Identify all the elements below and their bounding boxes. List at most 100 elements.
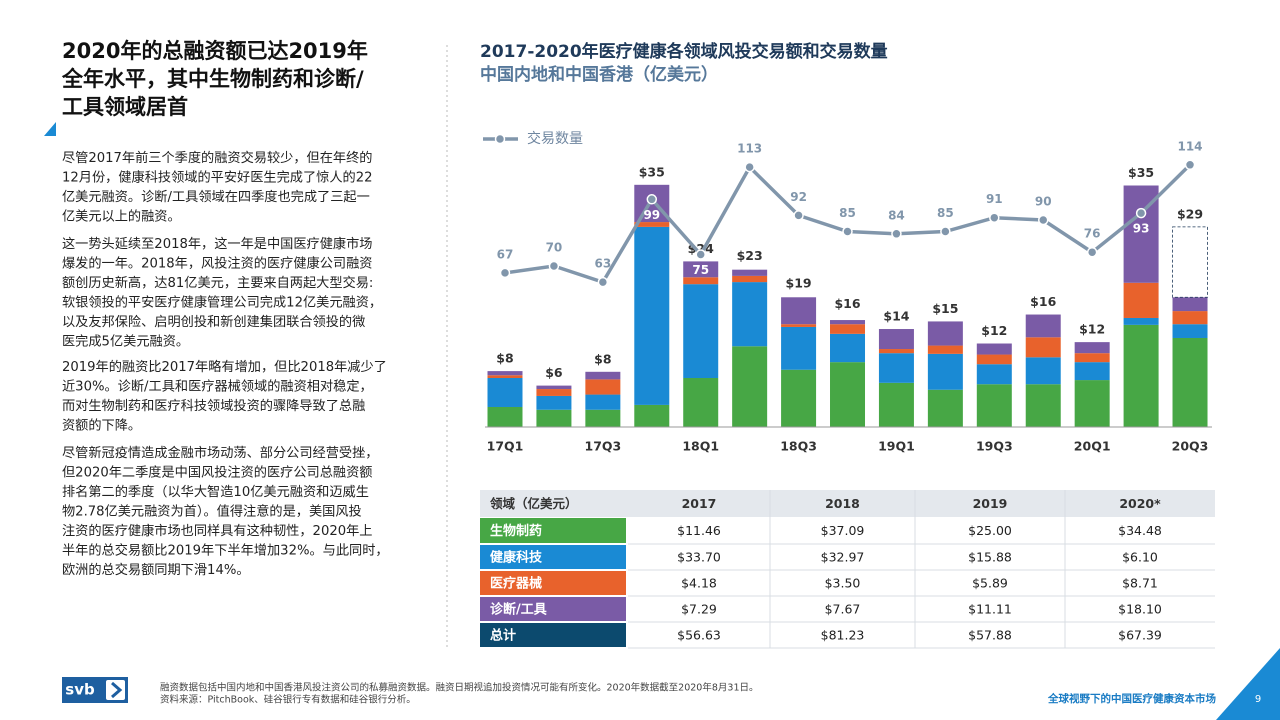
line-point <box>940 226 951 237</box>
paragraph-line: 医完成5亿美元融资。 <box>62 334 189 350</box>
bar-total-label: $35 <box>1128 165 1154 180</box>
table-header-bg <box>480 490 1215 517</box>
bar-segment <box>683 277 719 285</box>
chart-title: 2017-2020年医疗健康各领域风投交易额和交易数量 <box>480 41 888 62</box>
point-label: 70 <box>546 241 563 255</box>
bar-segment <box>830 320 866 325</box>
bar-segment <box>1074 342 1110 354</box>
table-cell: $3.50 <box>825 576 861 591</box>
row-label-bg <box>480 545 626 569</box>
paragraph-line: 这一势头延续至2018年，这一年是中国医疗健康市场 <box>62 235 373 252</box>
bar-segment <box>878 382 914 427</box>
legend-label: 交易数量 <box>527 130 583 147</box>
bar-total-label: $23 <box>737 248 763 263</box>
bar-total-label: $8 <box>496 351 513 366</box>
bar-segment <box>1025 337 1061 358</box>
x-tick-label: 19Q3 <box>976 439 1013 454</box>
table-cell: $7.67 <box>825 602 861 617</box>
paragraph-line: 亿美元以上的融资。 <box>62 209 181 225</box>
bar-segment <box>732 269 768 276</box>
corner-triangle <box>1216 648 1280 720</box>
bar-segment <box>536 385 572 390</box>
table-header: 领域（亿美元） <box>490 496 578 511</box>
bar-segment <box>1074 353 1110 363</box>
paragraph-line: 而对生物制药和医疗科技领域投资的骤降导致了总融 <box>62 398 365 414</box>
bar-segment <box>683 261 719 278</box>
paragraph-line: 物2.78亿美元融资为首）。值得注意的是，美国风投 <box>62 503 362 520</box>
accent-triangle <box>44 122 56 136</box>
bar-segment <box>732 282 768 347</box>
bar-segment <box>536 395 572 410</box>
row-label: 生物制药 <box>490 523 542 539</box>
bar-segment <box>1172 297 1208 312</box>
bar-segment <box>1123 324 1159 427</box>
bar-total-label: $35 <box>639 164 665 179</box>
paragraph-line: 排名第二的季度（以华大智造10亿美元融资和迈威生 <box>62 483 369 500</box>
x-tick-label: 17Q3 <box>585 439 622 454</box>
table-header: 2019 <box>973 496 1008 511</box>
heading: 工具领域居首 <box>62 95 188 119</box>
table-cell: $6.10 <box>1122 550 1158 565</box>
bar-segment <box>781 326 817 370</box>
footnote: 资料来源：PitchBook、硅谷银行专有数据和硅谷银行分析。 <box>160 694 416 706</box>
point-label: 67 <box>497 247 514 261</box>
bar-segment <box>1123 282 1159 318</box>
paragraph-line: 但2020年二季度是中国风投注资的医疗公司总融资额 <box>62 465 373 481</box>
line-point <box>1135 207 1147 219</box>
point-label: 76 <box>1084 227 1101 241</box>
row-label: 医疗器械 <box>490 576 542 592</box>
table-cell: $57.88 <box>968 628 1012 643</box>
bar-segment <box>1025 384 1061 427</box>
table-header: 2020* <box>1119 496 1161 511</box>
projected-total <box>1172 226 1208 298</box>
bar-segment <box>536 409 572 427</box>
bar-segment <box>1025 357 1061 385</box>
table-cell: $37.09 <box>821 523 865 538</box>
paragraph-line: 近30%。诊断/工具和医疗器械领域的融资相对稳定， <box>62 379 373 395</box>
bar-total-label: $12 <box>1079 322 1105 337</box>
row-label: 诊断/工具 <box>490 602 547 618</box>
row-label: 健康科技 <box>490 550 543 566</box>
bar-segment <box>634 404 670 427</box>
point-label: 63 <box>595 257 612 271</box>
line-point <box>989 212 1000 223</box>
bar-segment <box>927 389 963 427</box>
bar-segment <box>585 409 621 427</box>
bar-segment <box>585 394 621 410</box>
logo-chevron <box>111 681 123 699</box>
point-label: 93 <box>1133 222 1150 236</box>
heading: 全年水平，其中生物制药和诊断/ <box>61 67 364 91</box>
bar-total-label: $8 <box>594 351 611 366</box>
bar-segment <box>1074 380 1110 427</box>
bar-total-label: $29 <box>1177 206 1203 221</box>
line-point <box>1037 214 1049 226</box>
bar-segment <box>683 284 719 379</box>
paragraph-line: 额创历史新高，达81亿美元，主要来自两起大型交易: <box>62 274 373 291</box>
line-point <box>842 226 853 237</box>
paragraph-line: 2019年的融资比2017年略有增加，但比2018年减少了 <box>62 359 387 375</box>
bar-segment <box>830 362 866 427</box>
table-cell: $15.88 <box>968 550 1012 565</box>
table-cell: $11.11 <box>968 602 1012 617</box>
line-point <box>1086 246 1098 258</box>
bar-segment <box>487 371 523 376</box>
bar-total-label: $12 <box>981 323 1007 338</box>
table-cell: $7.29 <box>681 602 717 617</box>
table-cell: $8.71 <box>1122 576 1158 591</box>
logo: svb <box>65 681 95 699</box>
table-cell: $33.70 <box>677 550 721 565</box>
x-tick-label: 19Q1 <box>878 439 915 454</box>
bar-segment <box>878 349 914 354</box>
paragraph-line: 以及友邦保险、启明创投和新创建集团联合领投的微 <box>62 314 365 330</box>
point-label: 85 <box>839 206 856 220</box>
table-cell: $11.46 <box>677 523 721 538</box>
paragraph-line: 软银领投的平安医疗健康管理公司完成12亿美元融资， <box>62 294 382 311</box>
row-label-bg <box>480 518 626 543</box>
line-point <box>548 260 560 272</box>
point-label: 114 <box>1177 139 1202 153</box>
x-tick-label: 20Q3 <box>1172 439 1209 454</box>
table-cell: $56.63 <box>677 628 721 643</box>
bar-segment <box>487 406 523 427</box>
line-point <box>793 210 804 221</box>
